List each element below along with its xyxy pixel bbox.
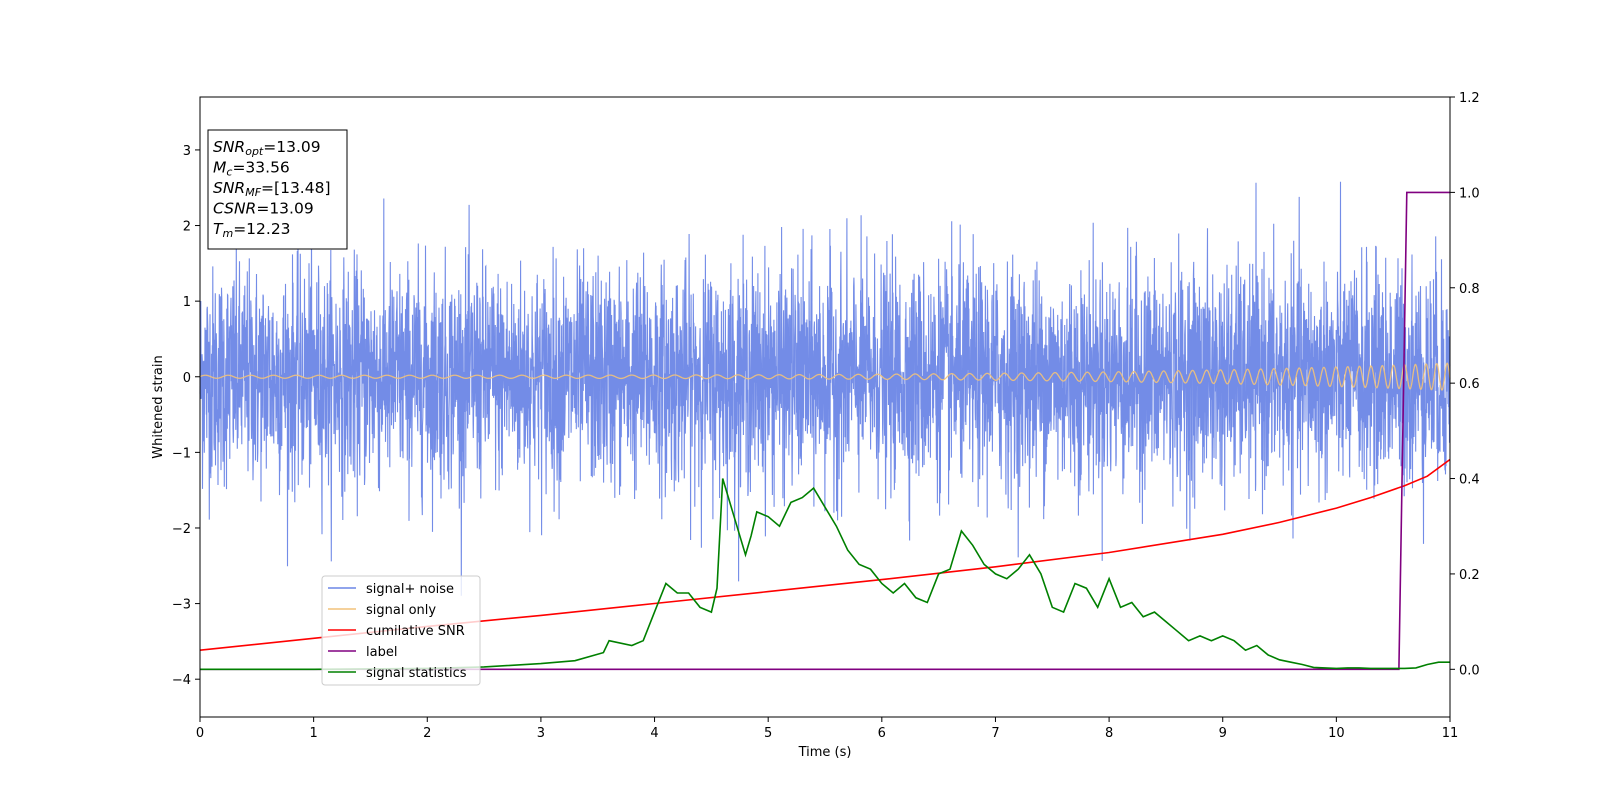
signal-noise-series	[199, 181, 1451, 596]
y-right-tick-label: 1.0	[1459, 186, 1480, 201]
y-left-tick-label: −2	[172, 522, 191, 537]
y-right-tick-label: 0.0	[1459, 663, 1480, 678]
legend-entry: signal statistics	[366, 666, 467, 681]
y-left-axis-ticks: 3 2 1 0 −1 −2 −3 −4	[172, 144, 200, 688]
annotation-box: SNRopt=13.09Mc=33.56SNRMF=[13.48]CSNR=13…	[207, 129, 348, 250]
y-left-tick-label: −3	[172, 598, 191, 613]
y-axis-label: Whitened strain	[151, 355, 166, 458]
y-right-tick-label: 0.8	[1459, 282, 1480, 297]
plot-frame	[199, 96, 1451, 718]
y-right-tick-label: 0.6	[1459, 377, 1480, 392]
y-left-tick-label: −1	[172, 446, 191, 461]
x-tick-label: 3	[537, 726, 545, 741]
legend-entry: signal only	[366, 603, 436, 618]
x-tick-label: 9	[1219, 726, 1227, 741]
annotation-frame	[207, 129, 348, 250]
signal-noise-line	[199, 181, 1451, 596]
x-axis-ticks: 0 1 2 3 4 5 6 7 8 9 10 11	[196, 717, 1458, 741]
legend-frame	[321, 575, 481, 686]
signal-only-series	[199, 362, 1451, 391]
signal-only-line	[199, 362, 1451, 391]
y-left-tick-label: 0	[183, 371, 191, 386]
x-tick-label: 1	[309, 726, 317, 741]
x-tick-label: 10	[1328, 726, 1345, 741]
y-right-tick-label: 1.2	[1459, 91, 1480, 106]
y-left-tick-label: −4	[172, 673, 191, 688]
x-tick-label: 2	[423, 726, 431, 741]
y-right-axis-ticks: 1.2 1.0 0.8 0.6 0.4 0.2 0.0	[1450, 91, 1480, 678]
legend-entry: cumilative SNR	[366, 624, 465, 639]
x-tick-label: 0	[196, 726, 204, 741]
x-tick-label: 6	[878, 726, 886, 741]
legend-entry: signal+ noise	[366, 582, 454, 597]
legend: signal+ noise signal only cumilative SNR la…	[321, 575, 481, 686]
x-tick-label: 5	[764, 726, 772, 741]
x-axis-label: Time (s)	[798, 745, 852, 760]
y-right-tick-label: 0.2	[1459, 568, 1480, 583]
x-tick-label: 7	[991, 726, 999, 741]
legend-entry: label	[366, 645, 397, 660]
x-tick-label: 8	[1105, 726, 1113, 741]
annotation-line: SNRopt=13.09	[213, 138, 321, 158]
x-tick-label: 4	[650, 726, 658, 741]
label-line	[200, 191, 1450, 671]
annotation-line: Mc=33.56	[213, 159, 290, 179]
right-axis-series	[199, 191, 1451, 671]
cumilative-snr-line	[199, 458, 1451, 651]
annotation-line: SNRMF=[13.48]	[213, 179, 331, 199]
signal-statistics-line	[200, 478, 1450, 671]
annotation-line: CSNR=13.09	[213, 200, 314, 218]
y-right-tick-label: 0.4	[1459, 473, 1480, 488]
y-left-tick-label: 1	[183, 295, 191, 310]
x-tick-label: 11	[1442, 726, 1459, 741]
y-left-tick-label: 2	[183, 220, 191, 235]
y-left-tick-label: 3	[183, 144, 191, 159]
annotation-line: Tm=12.23	[213, 220, 291, 240]
